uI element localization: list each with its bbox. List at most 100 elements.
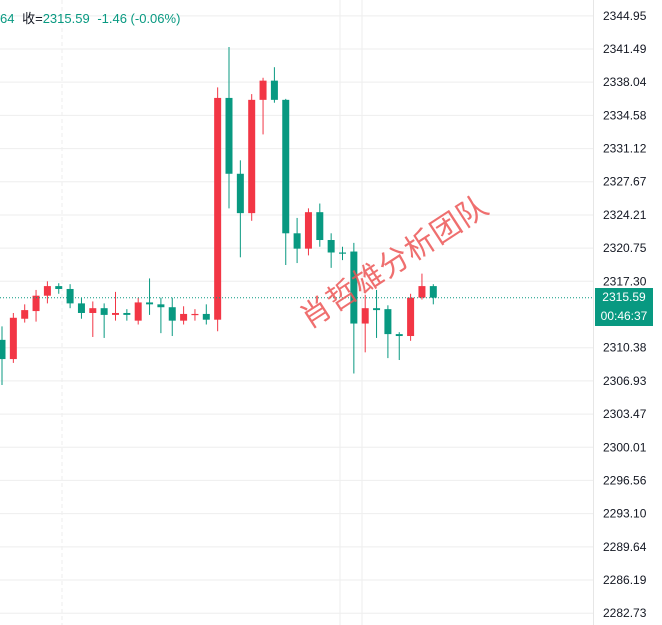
candle-body	[395, 334, 403, 337]
candle[interactable]	[89, 301, 97, 337]
candle[interactable]	[66, 284, 74, 309]
y-tick-label: 2310.38	[603, 341, 647, 355]
y-tick-label: 2338.04	[603, 75, 647, 89]
candle-body	[89, 308, 97, 313]
candle[interactable]	[339, 246, 346, 261]
candle-body	[180, 313, 188, 321]
candle[interactable]	[123, 309, 131, 321]
candle-body	[350, 251, 358, 324]
candle-body	[270, 80, 278, 100]
y-tick-label: 2282.73	[603, 606, 647, 620]
y-tick-label: 2324.21	[603, 208, 647, 222]
open-fragment: 64	[0, 11, 15, 26]
candle[interactable]	[293, 217, 301, 264]
candle-body	[407, 297, 415, 337]
candle[interactable]	[259, 77, 267, 135]
candle-body	[77, 303, 85, 313]
candle-body	[55, 286, 63, 289]
candle[interactable]	[316, 203, 324, 247]
candle-body	[225, 97, 233, 174]
candle-body	[32, 295, 40, 312]
y-tick-label: 2334.58	[603, 108, 647, 122]
candle[interactable]	[32, 289, 40, 322]
candle[interactable]	[21, 304, 29, 323]
candle-body	[293, 233, 301, 249]
y-tick-label: 2296.56	[603, 473, 647, 487]
y-tick-label: 2331.12	[603, 142, 647, 156]
candle[interactable]	[9, 312, 17, 363]
candle[interactable]	[112, 291, 119, 321]
candle[interactable]	[77, 297, 85, 319]
candle-body	[168, 307, 176, 321]
candle[interactable]	[282, 98, 290, 265]
candle[interactable]	[202, 304, 210, 325]
candle-body	[248, 99, 256, 214]
y-tick-label: 2317.30	[603, 274, 647, 288]
candle[interactable]	[236, 160, 244, 258]
last-price-label: 2315.59	[595, 288, 653, 308]
candle-body	[236, 173, 244, 214]
candle-body	[66, 288, 74, 304]
candle[interactable]	[407, 293, 415, 341]
candle[interactable]	[134, 297, 142, 325]
candle-body	[361, 308, 369, 324]
candle[interactable]	[350, 242, 358, 374]
candle-body	[112, 312, 119, 315]
candle[interactable]	[361, 294, 369, 353]
bar-countdown-label: 00:46:37	[595, 307, 653, 327]
candle[interactable]	[270, 67, 278, 103]
candle-body	[339, 252, 346, 254]
candle-body	[0, 339, 6, 360]
price-axis-border	[593, 0, 594, 625]
candle[interactable]	[248, 94, 256, 221]
candle-body	[123, 312, 131, 315]
y-tick-label: 2286.19	[603, 573, 647, 587]
candle[interactable]	[168, 297, 176, 337]
candle-body	[100, 308, 108, 315]
y-tick-label: 2327.67	[603, 175, 647, 189]
candle[interactable]	[43, 281, 51, 304]
candle-body	[282, 99, 290, 234]
candle[interactable]	[327, 233, 335, 268]
ohlc-legend: 64 收=2315.59 -1.46 (-0.06%)	[0, 8, 184, 27]
y-tick-label: 2303.47	[603, 407, 647, 421]
candle[interactable]	[395, 332, 403, 361]
candle[interactable]	[146, 278, 154, 315]
candle-body	[191, 313, 199, 316]
y-tick-label: 2344.95	[603, 9, 647, 23]
candle[interactable]	[0, 326, 6, 385]
candle[interactable]	[214, 87, 222, 332]
candle[interactable]	[157, 297, 165, 334]
candle-body	[304, 212, 312, 249]
y-tick-label: 2320.75	[603, 241, 647, 255]
candle-body	[157, 304, 165, 308]
candle[interactable]	[429, 284, 437, 305]
candle[interactable]	[191, 309, 199, 321]
candle-body	[418, 286, 426, 298]
candle-body	[146, 302, 154, 305]
change-value: -1.46 (-0.06%)	[97, 11, 181, 26]
candle-body	[202, 313, 210, 320]
candle-body	[21, 310, 29, 319]
candle[interactable]	[304, 208, 312, 256]
y-tick-label: 2289.64	[603, 540, 647, 554]
candle[interactable]	[100, 303, 108, 338]
candle-body	[9, 317, 17, 360]
candle[interactable]	[180, 306, 188, 325]
candle-body	[327, 240, 335, 253]
candle[interactable]	[55, 283, 63, 294]
candle-body	[384, 309, 392, 335]
candle-body	[43, 286, 51, 296]
candle[interactable]	[384, 305, 392, 359]
y-tick-label: 2300.01	[603, 440, 647, 454]
candle-body	[373, 308, 381, 311]
candle-body	[214, 97, 222, 320]
y-tick-label: 2341.49	[603, 42, 647, 56]
candle-body	[429, 286, 437, 298]
candle-body	[259, 80, 267, 100]
y-tick-label: 2293.10	[603, 507, 647, 521]
candle[interactable]	[225, 47, 233, 209]
candle[interactable]	[418, 273, 426, 300]
candle[interactable]	[373, 289, 381, 338]
